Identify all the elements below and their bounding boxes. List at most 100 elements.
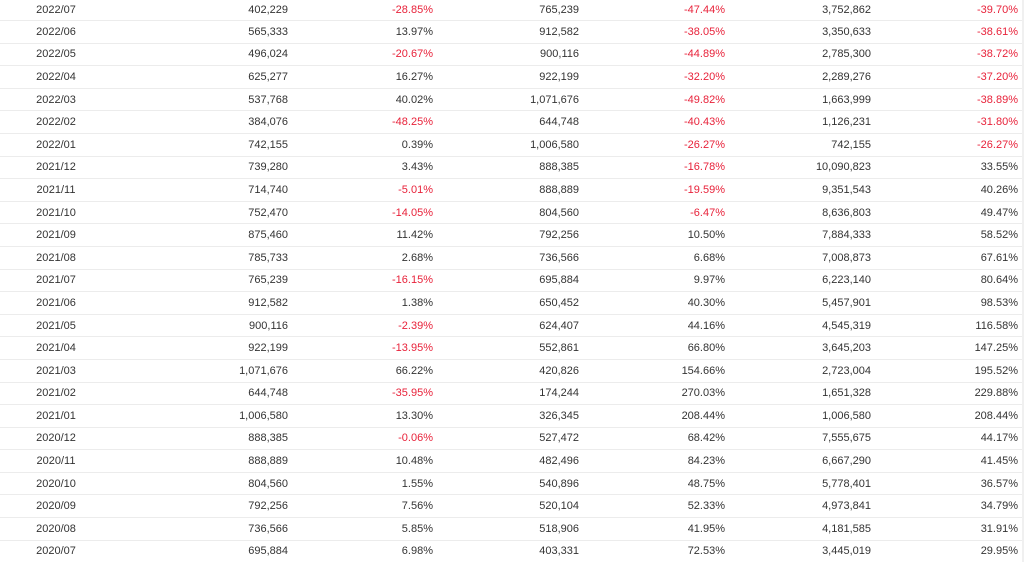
- change-2-cell: -26.27%: [684, 138, 725, 151]
- value-1-cell: 785,733: [248, 251, 288, 264]
- table-row: 2021/09 875,460 11.42% 792,256 10.50% 7,884,3…: [0, 224, 1024, 247]
- value-2-cell: 644,748: [539, 116, 579, 129]
- value-3-cell: 6,223,140: [822, 274, 871, 287]
- change-2-cell: 66.80%: [687, 342, 725, 355]
- value-1-cell: 875,460: [248, 229, 288, 242]
- change-1-cell: -5.01%: [398, 183, 433, 196]
- change-3-cell: 147.25%: [974, 342, 1018, 355]
- change-3-cell: 208.44%: [974, 409, 1018, 422]
- change-1-cell: 2.68%: [401, 251, 433, 264]
- value-3-cell: 5,457,901: [822, 296, 871, 309]
- value-2-cell: 174,244: [539, 387, 579, 400]
- month-cell: 2021/10: [36, 206, 76, 219]
- change-3-cell: 41.45%: [980, 455, 1018, 468]
- month-cell: 2021/05: [36, 319, 76, 332]
- change-1-cell: 13.30%: [395, 409, 433, 422]
- change-2-cell: 6.68%: [693, 251, 725, 264]
- value-2-cell: 736,566: [539, 251, 579, 264]
- value-2-cell: 482,496: [539, 455, 579, 468]
- value-1-cell: 912,582: [248, 296, 288, 309]
- month-cell: 2021/11: [36, 183, 76, 196]
- change-2-cell: 154.66%: [681, 364, 725, 377]
- month-cell: 2021/06: [36, 296, 76, 309]
- change-2-cell: 270.03%: [681, 387, 725, 400]
- change-1-cell: 16.27%: [395, 70, 433, 83]
- table-row: 2021/01 1,006,580 13.30% 326,345 208.44% 1,00…: [0, 405, 1024, 428]
- value-2-cell: 527,472: [539, 432, 579, 445]
- change-2-cell: 9.97%: [693, 274, 725, 287]
- value-2-cell: 922,199: [539, 70, 579, 83]
- scrollbar-edge[interactable]: [1022, 0, 1024, 562]
- change-1-cell: 0.39%: [401, 138, 433, 151]
- month-cell: 2021/12: [36, 161, 76, 174]
- table-row: 2022/05 496,024 -20.67% 900,116 -44.89% 2,785…: [0, 44, 1024, 67]
- value-1-cell: 736,566: [248, 522, 288, 535]
- value-2-cell: 326,345: [539, 409, 579, 422]
- value-1-cell: 792,256: [248, 500, 288, 513]
- value-1-cell: 384,076: [248, 116, 288, 129]
- value-2-cell: 403,331: [539, 545, 579, 558]
- value-2-cell: 420,826: [539, 364, 579, 377]
- table-row: 2021/12 739,280 3.43% 888,385 -16.78% 10,090,…: [0, 157, 1024, 180]
- value-3-cell: 1,663,999: [822, 93, 871, 106]
- change-3-cell: -38.61%: [977, 25, 1018, 38]
- change-3-cell: -38.89%: [977, 93, 1018, 106]
- table-row: 2021/08 785,733 2.68% 736,566 6.68% 7,008,873…: [0, 247, 1024, 270]
- value-3-cell: 6,667,290: [822, 455, 871, 468]
- change-3-cell: -37.20%: [977, 70, 1018, 83]
- change-2-cell: 72.53%: [687, 545, 725, 558]
- change-2-cell: 52.33%: [687, 500, 725, 513]
- value-1-cell: 644,748: [248, 387, 288, 400]
- month-cell: 2021/07: [36, 274, 76, 287]
- value-3-cell: 9,351,543: [822, 183, 871, 196]
- table-row: 2022/06 565,333 13.97% 912,582 -38.05% 3,350,…: [0, 21, 1024, 44]
- month-cell: 2020/08: [36, 522, 76, 535]
- table-row: 2021/04 922,199 -13.95% 552,861 66.80% 3,645,…: [0, 337, 1024, 360]
- value-1-cell: 888,889: [248, 455, 288, 468]
- change-3-cell: -31.80%: [977, 116, 1018, 129]
- change-1-cell: 66.22%: [395, 364, 433, 377]
- change-1-cell: -16.15%: [392, 274, 433, 287]
- table-row: 2020/07 695,884 6.98% 403,331 72.53% 3,445,01…: [0, 541, 1024, 562]
- change-1-cell: -13.95%: [392, 342, 433, 355]
- value-2-cell: 912,582: [539, 25, 579, 38]
- table-row: 2022/07 402,229 -28.85% 765,239 -47.44% 3,752…: [0, 0, 1024, 21]
- value-2-cell: 888,385: [539, 161, 579, 174]
- change-2-cell: -44.89%: [684, 48, 725, 61]
- table-row: 2020/08 736,566 5.85% 518,906 41.95% 4,181,58…: [0, 518, 1024, 541]
- table-row: 2022/03 537,768 40.02% 1,071,676 -49.82% 1,66…: [0, 89, 1024, 112]
- table-row: 2021/06 912,582 1.38% 650,452 40.30% 5,457,90…: [0, 292, 1024, 315]
- change-2-cell: -6.47%: [690, 206, 725, 219]
- table-row: 2022/02 384,076 -48.25% 644,748 -40.43% 1,126…: [0, 111, 1024, 134]
- month-cell: 2020/10: [36, 477, 76, 490]
- month-cell: 2020/07: [36, 545, 76, 558]
- change-3-cell: 80.64%: [980, 274, 1018, 287]
- value-1-cell: 402,229: [248, 4, 288, 16]
- change-3-cell: 31.91%: [980, 522, 1018, 535]
- value-3-cell: 5,778,401: [822, 477, 871, 490]
- change-3-cell: 229.88%: [974, 387, 1018, 400]
- month-cell: 2021/01: [36, 409, 76, 422]
- value-3-cell: 4,973,841: [822, 500, 871, 513]
- month-cell: 2022/05: [36, 48, 76, 61]
- value-1-cell: 765,239: [248, 274, 288, 287]
- change-2-cell: 44.16%: [687, 319, 725, 332]
- change-1-cell: -48.25%: [392, 116, 433, 129]
- value-3-cell: 1,006,580: [822, 409, 871, 422]
- value-2-cell: 792,256: [539, 229, 579, 242]
- value-2-cell: 695,884: [539, 274, 579, 287]
- value-1-cell: 537,768: [248, 93, 288, 106]
- value-1-cell: 1,006,580: [239, 409, 288, 422]
- value-2-cell: 804,560: [539, 206, 579, 219]
- value-3-cell: 8,636,803: [822, 206, 871, 219]
- value-1-cell: 1,071,676: [239, 364, 288, 377]
- value-3-cell: 2,723,004: [822, 364, 871, 377]
- change-1-cell: -28.85%: [392, 4, 433, 16]
- value-1-cell: 625,277: [248, 70, 288, 83]
- value-3-cell: 3,645,203: [822, 342, 871, 355]
- month-cell: 2022/04: [36, 70, 76, 83]
- change-2-cell: 208.44%: [681, 409, 725, 422]
- table-row: 2021/05 900,116 -2.39% 624,407 44.16% 4,545,3…: [0, 315, 1024, 338]
- value-1-cell: 804,560: [248, 477, 288, 490]
